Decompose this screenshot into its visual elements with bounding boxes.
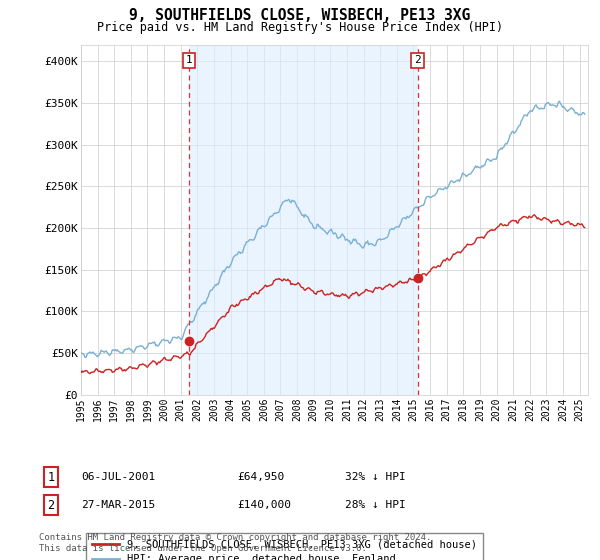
Text: 9, SOUTHFIELDS CLOSE, WISBECH, PE13 3XG: 9, SOUTHFIELDS CLOSE, WISBECH, PE13 3XG: [130, 8, 470, 24]
Text: 27-MAR-2015: 27-MAR-2015: [81, 500, 155, 510]
Text: 1: 1: [47, 470, 55, 484]
Text: Price paid vs. HM Land Registry's House Price Index (HPI): Price paid vs. HM Land Registry's House …: [97, 21, 503, 34]
Text: 28% ↓ HPI: 28% ↓ HPI: [345, 500, 406, 510]
Text: 06-JUL-2001: 06-JUL-2001: [81, 472, 155, 482]
Text: 2: 2: [414, 55, 421, 66]
Text: £64,950: £64,950: [237, 472, 284, 482]
Legend: 9, SOUTHFIELDS CLOSE, WISBECH, PE13 3XG (detached house), HPI: Average price, de: 9, SOUTHFIELDS CLOSE, WISBECH, PE13 3XG …: [86, 533, 483, 560]
Text: 32% ↓ HPI: 32% ↓ HPI: [345, 472, 406, 482]
Bar: [189, 45, 418, 395]
Text: 1: 1: [185, 55, 193, 66]
Text: £140,000: £140,000: [237, 500, 291, 510]
Text: 2: 2: [47, 498, 55, 512]
Text: Contains HM Land Registry data © Crown copyright and database right 2024.
This d: Contains HM Land Registry data © Crown c…: [39, 533, 431, 553]
